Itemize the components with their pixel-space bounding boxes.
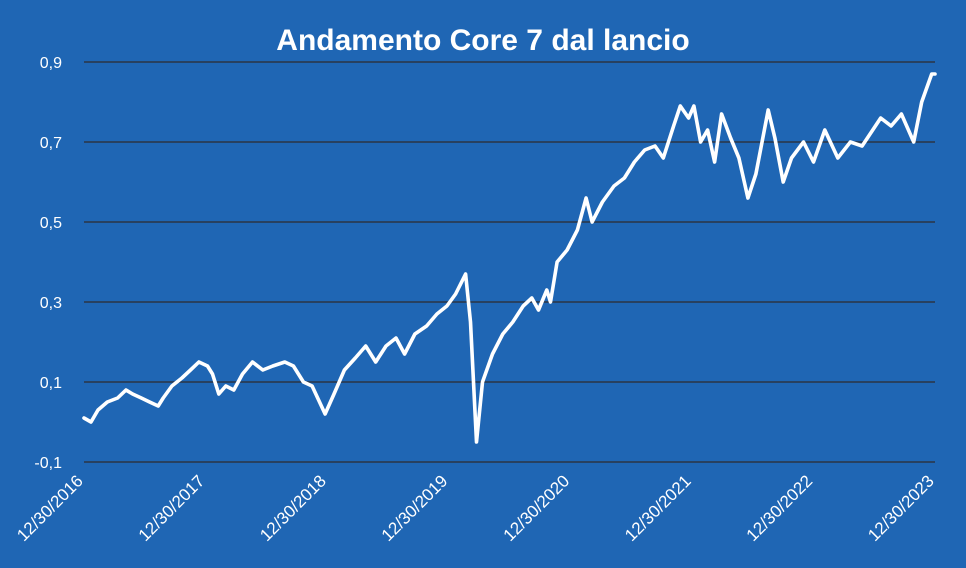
x-tick-label: 12/30/2022	[743, 471, 817, 545]
x-tick-label: 12/30/2018	[256, 471, 330, 545]
y-tick-label: 0,3	[40, 295, 62, 312]
x-tick-label: 12/30/2020	[500, 471, 574, 545]
x-tick-label: 12/30/2023	[864, 471, 938, 545]
y-tick-label: 0,7	[40, 135, 62, 152]
series-line	[82, 72, 937, 444]
y-tick-label: 0,5	[40, 215, 62, 232]
y-tick-label: 0,9	[40, 55, 62, 72]
y-tick-label: 0,1	[40, 375, 62, 392]
chart-title: Andamento Core 7 dal lancio	[276, 24, 689, 57]
grid-lines	[84, 61, 935, 463]
x-tick-label: 12/30/2019	[378, 471, 452, 545]
y-axis-tick-labels: -0,1 0,1 0,3 0,5 0,7 0,9	[34, 55, 62, 472]
x-tick-label: 12/30/2021	[621, 471, 695, 545]
x-axis-tick-labels: 12/30/2016 12/30/2017 12/30/2018 12/30/2019…	[13, 471, 938, 545]
x-tick-label: 12/30/2016	[13, 471, 87, 545]
x-tick-label: 12/30/2017	[135, 471, 209, 545]
y-tick-label: -0,1	[34, 455, 62, 472]
